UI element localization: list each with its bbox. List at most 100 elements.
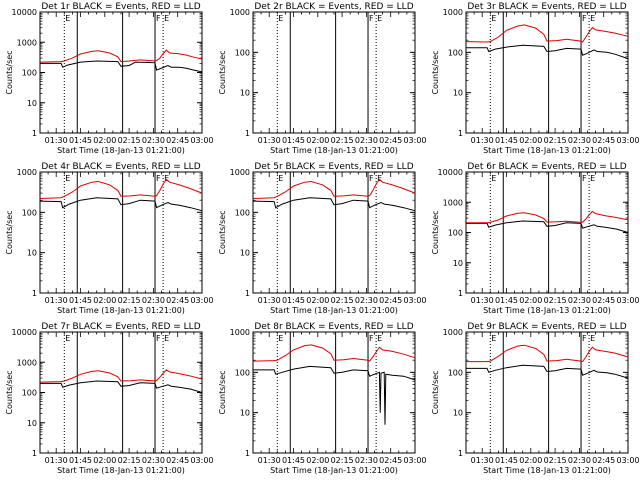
- x-tick-label: 01:30: [258, 296, 281, 305]
- x-tick-label: 01:30: [45, 456, 68, 465]
- event-marker-label: E: [491, 14, 496, 23]
- y-axis-label: Counts/sec: [5, 50, 14, 94]
- x-tick-label: 02:30: [355, 456, 378, 465]
- panel-det-7: Det 7r BLACK = Events, RED = LLD 1 10 100 10…: [5, 322, 214, 475]
- x-axis-label: Start Time (18-Jan-13 01:21:00): [270, 146, 398, 155]
- series-lld: [39, 49, 203, 63]
- panel-title: Det 4r BLACK = Events, RED = LLD: [41, 162, 200, 172]
- x-axis-label: Start Time (18-Jan-13 01:21:00): [483, 466, 611, 475]
- series-lld: [465, 24, 629, 43]
- event-marker-label: F: [156, 334, 161, 343]
- series-lld: [252, 178, 416, 199]
- y-axis-label: Counts/sec: [5, 210, 14, 254]
- y-axis-label: Counts/sec: [431, 210, 440, 254]
- y-tick-label: 100: [448, 368, 463, 377]
- x-tick-label: 02:15: [331, 136, 354, 145]
- series-events: [39, 197, 203, 212]
- panel-det-9: Det 9r BLACK = Events, RED = LLD 1 10 100 10…: [431, 322, 640, 475]
- x-tick-label: 01:45: [69, 456, 92, 465]
- event-marker-label: E: [377, 174, 382, 183]
- y-tick-label: 1: [32, 449, 37, 458]
- event-marker-label: E: [590, 174, 595, 183]
- panel-det-4: Det 4r BLACK = Events, RED = LLD 1 10 100 10…: [5, 162, 214, 315]
- event-marker-label: F: [369, 334, 374, 343]
- x-axis-label: Start Time (18-Jan-13 01:21:00): [57, 146, 185, 155]
- series-events: [40, 380, 203, 393]
- x-tick-label: 01:30: [471, 456, 494, 465]
- event-marker-label: F: [369, 174, 374, 183]
- y-axis-label: Counts/sec: [431, 370, 440, 414]
- y-tick-label: 100: [235, 208, 250, 217]
- y-tick-label: 100: [22, 389, 37, 398]
- series-events: [466, 220, 629, 233]
- x-tick-label: 02:00: [93, 296, 116, 305]
- y-tick-label: 1: [245, 289, 250, 298]
- event-marker-label: E: [590, 334, 595, 343]
- panel-det-5: Det 5r BLACK = Events, RED = LLD 1 10 100 10…: [218, 162, 427, 315]
- y-tick-label: 100: [235, 48, 250, 57]
- y-tick-label: 100: [22, 69, 37, 78]
- y-tick-label: 1: [245, 449, 250, 458]
- event-marker-label: F: [582, 14, 587, 23]
- x-tick-label: 02:45: [379, 136, 402, 145]
- panel-title: Det 3r BLACK = Events, RED = LLD: [467, 2, 626, 12]
- x-axis-label: Start Time (18-Jan-13 01:21:00): [483, 306, 611, 315]
- x-tick-label: 02:45: [592, 296, 615, 305]
- x-tick-label: 03:00: [403, 136, 426, 145]
- x-tick-label: 02:45: [379, 296, 402, 305]
- y-axis-label: Counts/sec: [5, 370, 14, 414]
- y-tick-label: 100: [448, 48, 463, 57]
- event-marker-label: E: [164, 174, 169, 183]
- x-tick-label: 02:45: [379, 456, 402, 465]
- y-tick-label: 10: [27, 249, 37, 258]
- y-tick-label: 1000: [230, 328, 250, 337]
- y-tick-label: 1: [458, 129, 463, 138]
- x-tick-label: 02:00: [519, 296, 542, 305]
- event-marker-label: E: [65, 334, 70, 343]
- x-axis-label: Start Time (18-Jan-13 01:21:00): [483, 146, 611, 155]
- y-tick-label: 1000: [17, 38, 37, 47]
- x-tick-label: 02:45: [592, 456, 615, 465]
- y-tick-label: 100: [22, 208, 37, 217]
- x-tick-label: 02:00: [306, 456, 329, 465]
- panel-title: Det 1r BLACK = Events, RED = LLD: [41, 2, 200, 12]
- y-tick-label: 10: [240, 89, 250, 98]
- x-tick-label: 01:30: [45, 136, 68, 145]
- panel-det-3: Det 3r BLACK = Events, RED = LLD 1 10 100 10…: [431, 2, 640, 155]
- event-marker-label: E: [164, 14, 169, 23]
- x-tick-label: 02:45: [592, 136, 615, 145]
- x-tick-label: 02:00: [519, 136, 542, 145]
- x-tick-label: 02:30: [355, 136, 378, 145]
- x-tick-label: 03:00: [403, 296, 426, 305]
- x-axis-label: Start Time (18-Jan-13 01:21:00): [270, 306, 398, 315]
- x-tick-label: 02:15: [331, 456, 354, 465]
- x-axis-label: Start Time (18-Jan-13 01:21:00): [270, 466, 398, 475]
- event-marker-label: E: [164, 334, 169, 343]
- x-tick-label: 02:30: [355, 296, 378, 305]
- series-lld: [466, 210, 629, 224]
- x-tick-label: 02:30: [142, 136, 165, 145]
- x-tick-label: 01:30: [471, 296, 494, 305]
- x-tick-label: 02:30: [142, 456, 165, 465]
- event-marker-label: F: [156, 14, 161, 23]
- series-events: [466, 44, 629, 60]
- x-tick-label: 02:45: [166, 136, 189, 145]
- x-tick-label: 02:00: [306, 296, 329, 305]
- x-tick-label: 01:45: [282, 456, 305, 465]
- x-tick-label: 01:30: [258, 136, 281, 145]
- x-tick-label: 02:15: [118, 456, 141, 465]
- x-tick-label: 03:00: [190, 136, 213, 145]
- y-tick-label: 10: [453, 259, 463, 268]
- y-axis-label: Counts/sec: [218, 210, 227, 254]
- y-tick-label: 1000: [443, 328, 463, 337]
- event-marker-label: E: [491, 334, 496, 343]
- x-tick-label: 02:30: [142, 296, 165, 305]
- y-tick-label: 1000: [443, 198, 463, 207]
- event-marker-label: E: [278, 334, 283, 343]
- series-lld: [39, 178, 203, 199]
- x-tick-label: 02:15: [544, 296, 567, 305]
- x-tick-label: 03:00: [616, 456, 639, 465]
- x-axis-label: Start Time (18-Jan-13 01:21:00): [57, 306, 185, 315]
- y-tick-label: 1: [32, 129, 37, 138]
